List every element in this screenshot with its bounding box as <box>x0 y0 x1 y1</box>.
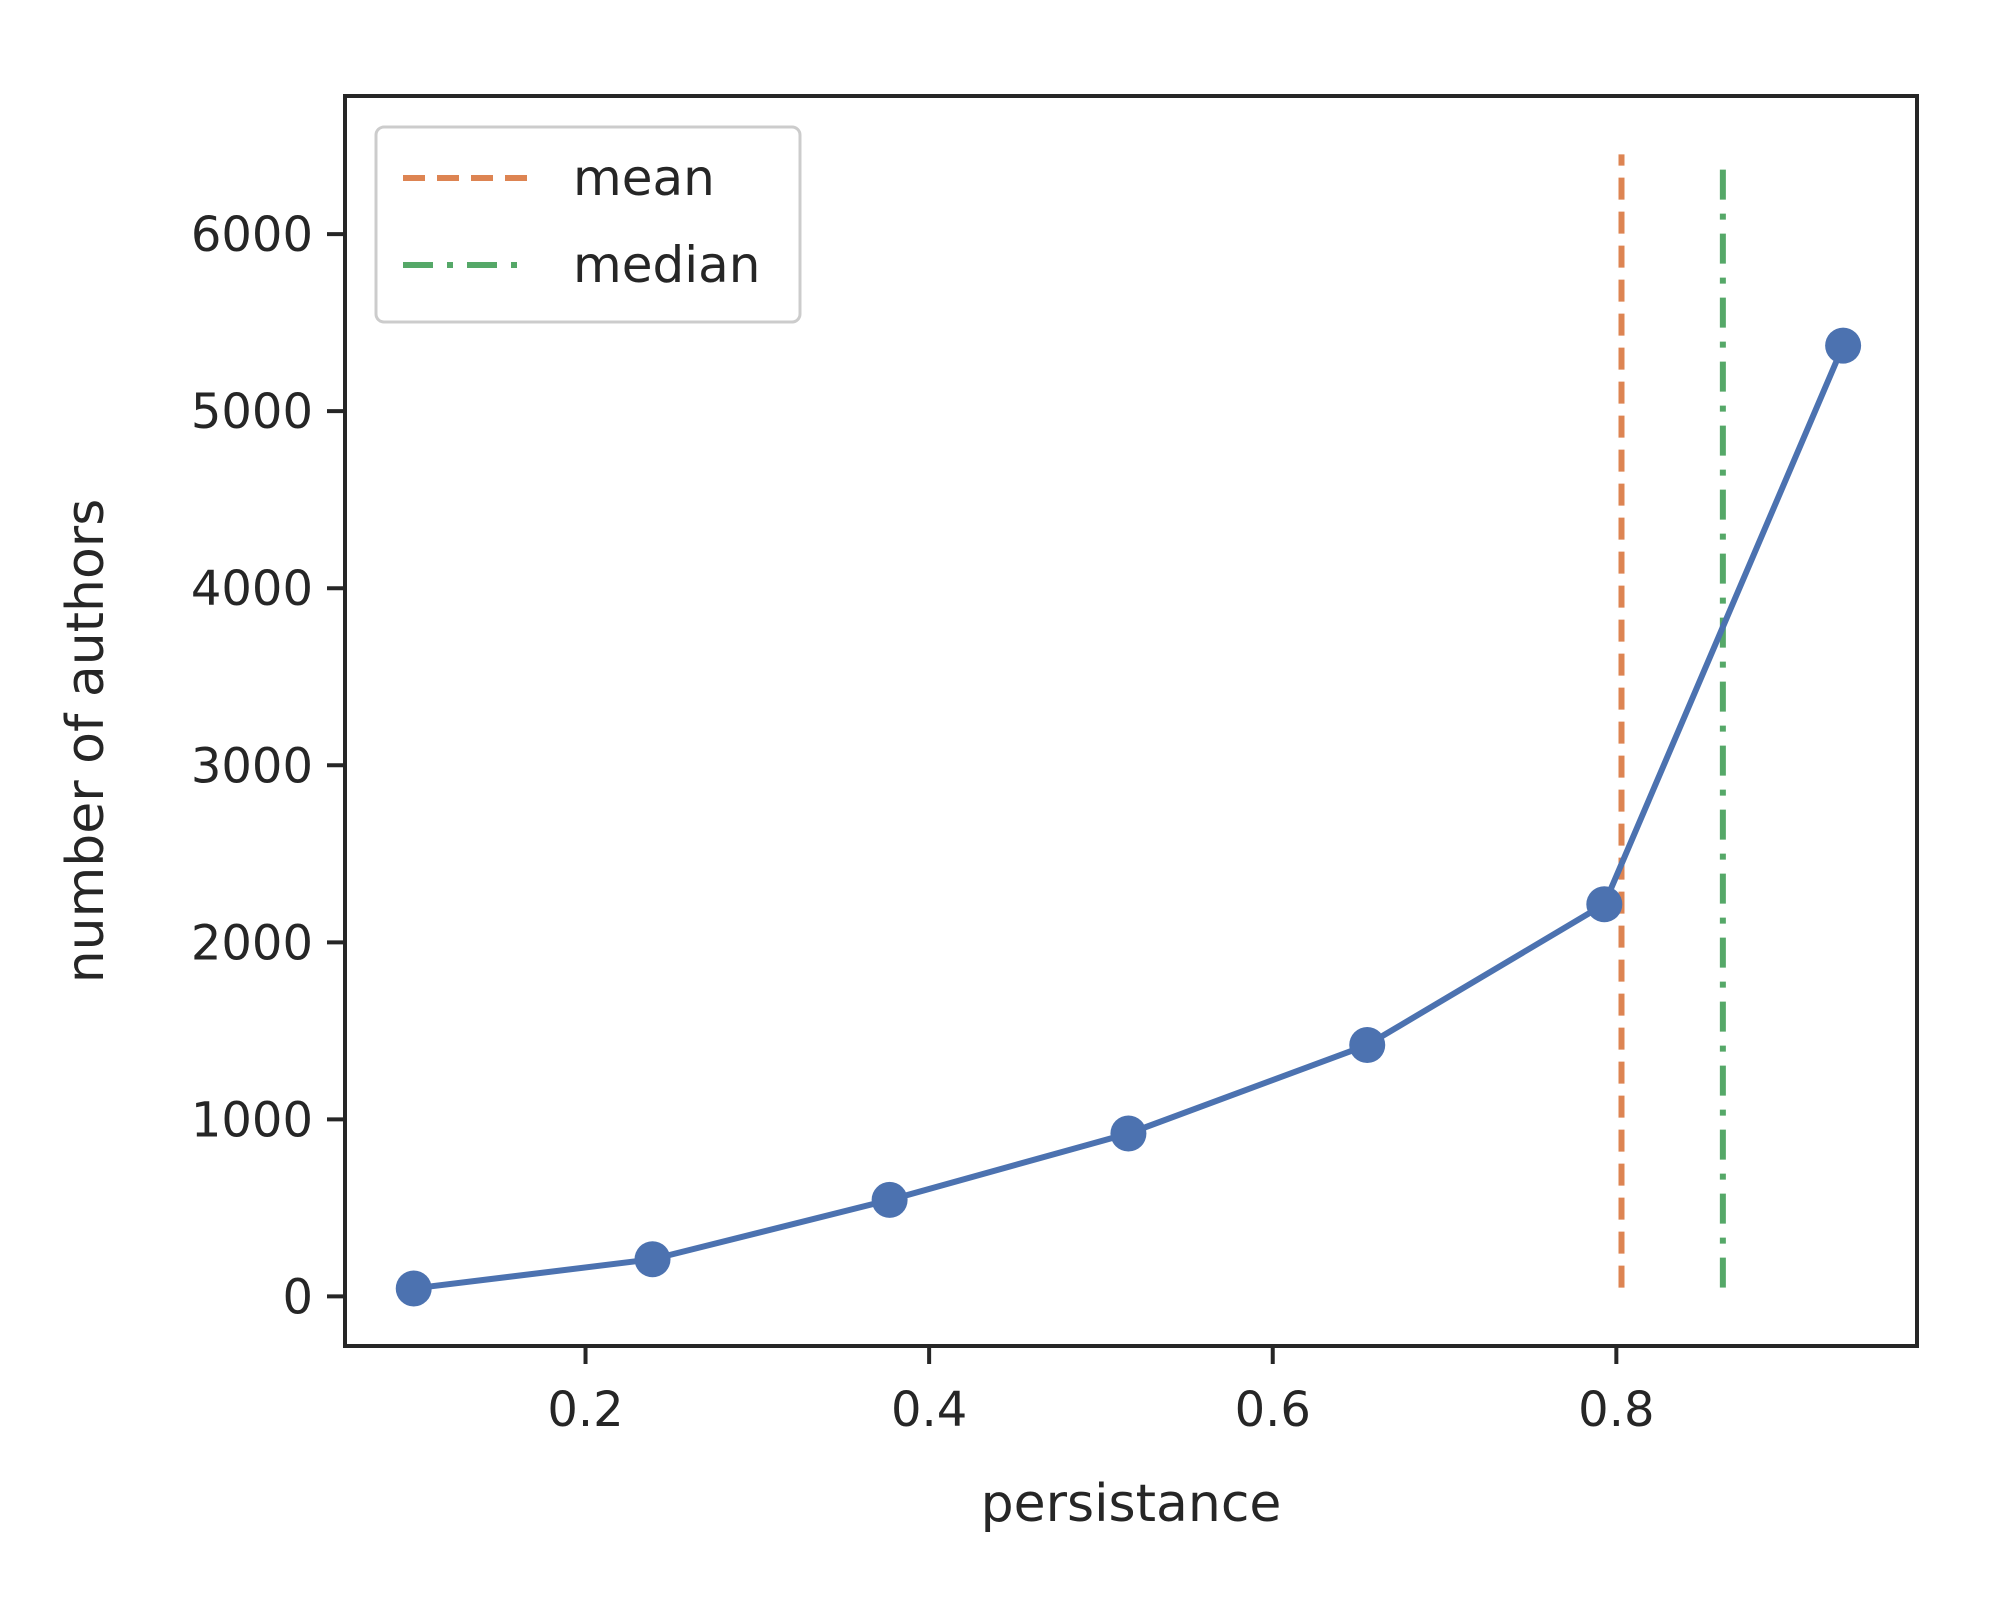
y-tick-label: 4000 <box>191 561 313 617</box>
data-point <box>634 1241 671 1278</box>
reference-lines <box>1618 154 1726 1288</box>
data-point <box>1349 1027 1386 1064</box>
y-tick-label: 1000 <box>191 1092 313 1148</box>
legend: mean median <box>374 125 802 324</box>
x-tick-label: 0.2 <box>547 1382 623 1438</box>
x-axis: 0.2 0.4 0.6 0.8 <box>547 1346 1655 1438</box>
y-axis: 0 1000 2000 3000 4000 5000 6000 <box>191 207 345 1325</box>
legend-label-median: median <box>573 236 760 294</box>
x-tick-label: 0.6 <box>1235 1382 1311 1438</box>
data-point <box>1825 327 1862 364</box>
y-tick-label: 5000 <box>191 384 313 440</box>
legend-label-mean: mean <box>573 149 715 207</box>
y-tick-label: 3000 <box>191 738 313 794</box>
data-point <box>395 1270 432 1307</box>
data-point <box>1586 886 1623 923</box>
y-axis-title: number of authors <box>56 499 116 984</box>
y-tick-label: 0 <box>282 1269 313 1325</box>
y-tick-label: 2000 <box>191 915 313 971</box>
x-tick-label: 0.4 <box>891 1382 967 1438</box>
x-axis-title: persistance <box>981 1474 1282 1534</box>
series-layer <box>395 327 1862 1307</box>
y-tick-label: 6000 <box>191 207 313 263</box>
data-point <box>1110 1115 1147 1152</box>
data-point <box>871 1181 908 1218</box>
x-tick-label: 0.8 <box>1578 1382 1654 1438</box>
plot-frame <box>343 94 1919 1348</box>
